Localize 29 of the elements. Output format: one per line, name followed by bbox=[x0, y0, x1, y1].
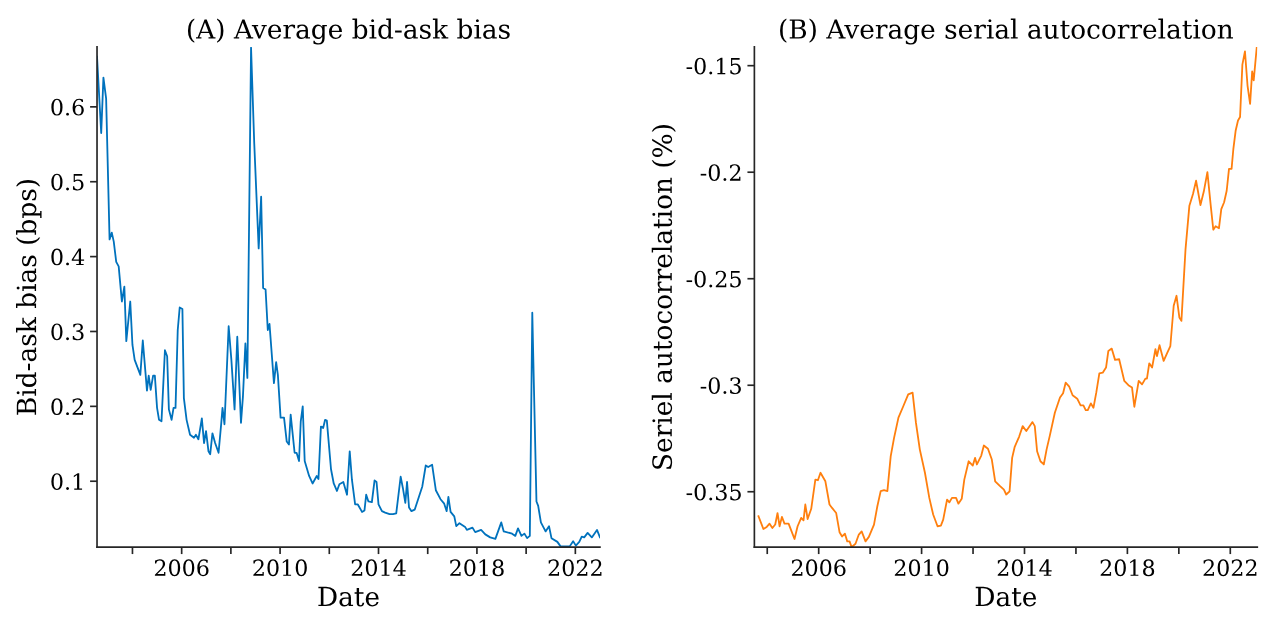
y-tick-label: 0.1 bbox=[51, 473, 83, 490]
y-tick-label: -0.25 bbox=[686, 270, 741, 288]
y-tick-label: 0.4 bbox=[51, 248, 85, 266]
x-tick-label: 2010 bbox=[894, 559, 949, 577]
y-tick-label: 0.6 bbox=[51, 98, 84, 116]
x-tick-label: 2010 bbox=[253, 559, 307, 577]
chart-title: (B) Average serial autocorrelation bbox=[780, 18, 1233, 45]
x-tick-label: 2006 bbox=[791, 559, 846, 577]
x-tick-label: 2018 bbox=[450, 559, 504, 577]
line-series bbox=[757, 46, 1258, 548]
chart-title: (A) Average bid-ask bias bbox=[187, 18, 510, 45]
x-tick-label: 2022 bbox=[1203, 559, 1257, 577]
y-tick-label: -0.35 bbox=[686, 483, 741, 501]
y-tick-label: -0.15 bbox=[686, 57, 741, 75]
y-axis-title: Seriel autocorrelation (%) bbox=[651, 125, 676, 469]
x-axis-title: Date bbox=[318, 586, 379, 607]
x-tick-label: 2022 bbox=[548, 559, 602, 577]
x-axis-title: Date bbox=[975, 586, 1037, 607]
y-tick-label: 0.3 bbox=[51, 323, 84, 341]
y-axis-title: Bid-ask bias (bps) bbox=[16, 180, 42, 415]
line-series bbox=[97, 46, 600, 548]
x-tick-label: 2006 bbox=[154, 559, 209, 577]
x-tick-label: 2014 bbox=[997, 559, 1052, 577]
y-tick-label: -0.3 bbox=[700, 377, 741, 394]
y-tick-label: -0.2 bbox=[700, 164, 741, 181]
x-tick-label: 2018 bbox=[1100, 559, 1155, 577]
y-tick-label: 0.2 bbox=[51, 398, 84, 416]
x-tick-label: 2014 bbox=[351, 559, 406, 577]
y-tick-label: 0.5 bbox=[51, 173, 84, 191]
